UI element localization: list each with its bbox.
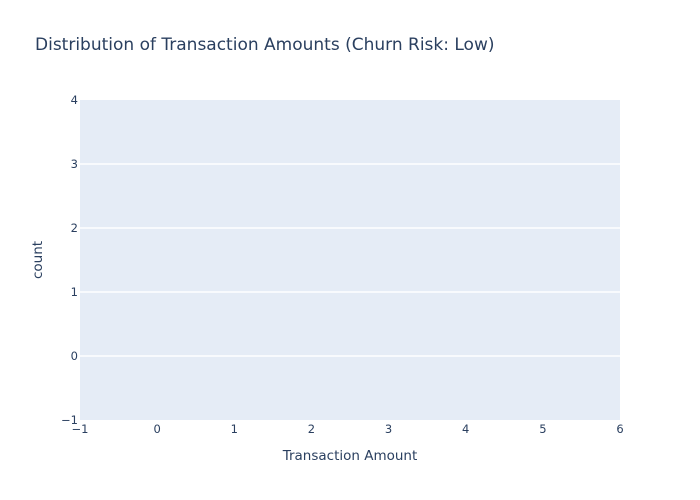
x-tick-label: −1: [72, 422, 89, 436]
y-axis-title: count: [30, 241, 46, 279]
x-tick-label: 2: [308, 422, 315, 436]
x-tick-label: 6: [616, 422, 623, 436]
x-tick-label: 3: [385, 422, 392, 436]
y-axis-ticks: −1 0 1 2 3 4: [61, 93, 78, 427]
plot-area: [80, 100, 620, 420]
y-tick-label: 1: [71, 285, 78, 299]
y-tick-label: 0: [71, 349, 78, 363]
y-tick-label: 4: [71, 93, 78, 107]
x-axis-title: Transaction Amount: [282, 448, 418, 464]
x-tick-label: 0: [153, 422, 160, 436]
y-tick-label: 3: [71, 157, 78, 171]
y-tick-label: 2: [71, 221, 78, 235]
x-tick-label: 4: [462, 422, 469, 436]
x-tick-label: 5: [539, 422, 546, 436]
y-tick-label: −1: [61, 413, 78, 427]
gridlines: [80, 163, 620, 357]
x-tick-label: 1: [231, 422, 238, 436]
chart-title: Distribution of Transaction Amounts (Chu…: [35, 35, 495, 55]
x-axis-ticks: −1 0 1 2 3 4 5 6: [72, 422, 624, 436]
